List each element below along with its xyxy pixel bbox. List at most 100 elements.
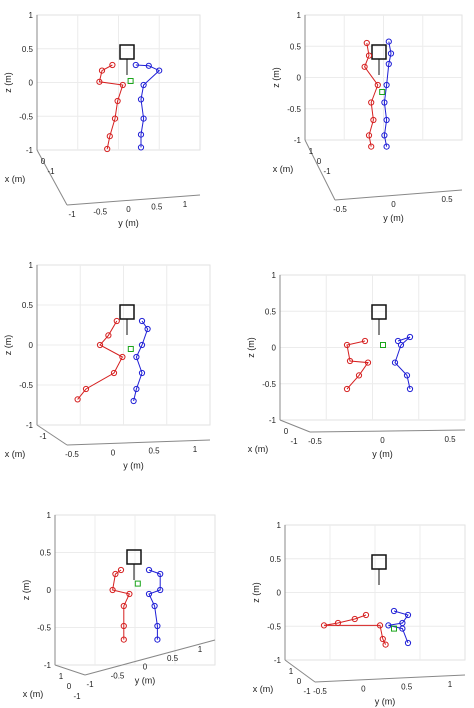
- joint-point: [383, 81, 390, 89]
- limb-line: [148, 569, 161, 640]
- joint-point: [82, 385, 90, 393]
- y-tick-label: 0: [126, 205, 131, 214]
- y-axis-line: [66, 194, 201, 206]
- joint-point: [376, 622, 384, 629]
- joint-point: [117, 566, 125, 574]
- joint-point: [154, 636, 161, 643]
- joint-point: [144, 325, 151, 333]
- x-axis-line: [304, 139, 336, 201]
- joint-point: [157, 586, 164, 594]
- z-tick-label: 0.5: [270, 555, 282, 564]
- joint-point: [98, 67, 106, 74]
- joint-point: [381, 99, 388, 106]
- x-tick-label: -1: [73, 692, 81, 701]
- y-tick-label: -0.5: [111, 671, 125, 680]
- x-axis-line: [279, 419, 311, 433]
- joint-point: [113, 317, 120, 325]
- z-axis-label: z (m): [271, 67, 281, 88]
- z-axis-label: z (m): [3, 335, 13, 356]
- limb-line: [346, 340, 369, 390]
- joint-point: [365, 52, 373, 59]
- joint-point: [109, 586, 116, 594]
- y-tick-label: 1: [448, 680, 453, 689]
- z-tick-label: 0.5: [290, 42, 302, 51]
- joint-point: [157, 570, 164, 578]
- z-tick-label: 0: [29, 341, 34, 350]
- joint-point: [132, 61, 139, 69]
- head-marker: [119, 44, 135, 60]
- subplot-6: 10.50-0.5-1-0.5 0 0.5 110-1z (m)y (m)x (m): [251, 521, 466, 707]
- y-tick-label: -1: [68, 210, 76, 219]
- x-axis-label: x (m): [23, 689, 44, 699]
- y-tick-label: 1: [193, 445, 198, 454]
- z-tick-label: 0.5: [40, 549, 52, 558]
- joint-point: [120, 636, 127, 643]
- joint-point: [368, 143, 375, 150]
- z-tick-label: -0.5: [287, 105, 301, 114]
- z-axis-label: z (m): [21, 580, 31, 601]
- y-tick-label: 0.5: [148, 447, 160, 456]
- y-tick-label: -0.5: [313, 687, 327, 696]
- joint-point: [127, 78, 134, 84]
- z-axis-label: z (m): [3, 72, 13, 93]
- y-axis-line: [84, 639, 216, 676]
- x-tick-label: 0: [317, 157, 322, 166]
- y-tick-label: 1: [198, 645, 203, 654]
- y-tick-label: 0: [143, 663, 148, 672]
- joint-point: [140, 81, 147, 89]
- joint-point: [343, 341, 351, 349]
- z-tick-label: 1: [29, 261, 34, 270]
- z-tick-label: 0.5: [22, 45, 34, 54]
- joint-point: [137, 131, 145, 138]
- head-marker: [119, 304, 135, 320]
- z-tick-label: 1: [29, 11, 34, 20]
- joint-point: [380, 342, 386, 348]
- y-tick-label: -0.5: [308, 437, 322, 446]
- z-tick-label: 0: [277, 589, 282, 598]
- joint-point: [403, 372, 411, 379]
- joint-point: [114, 97, 121, 105]
- y-axis-label: y (m): [135, 676, 156, 686]
- x-axis-label: x (m): [5, 449, 26, 459]
- joint-point: [391, 359, 399, 366]
- joint-point: [399, 625, 406, 632]
- joint-point: [134, 580, 141, 587]
- joint-point: [383, 116, 390, 124]
- joint-point: [406, 333, 414, 341]
- joint-point: [133, 353, 140, 361]
- x-tick-label: 0: [41, 157, 46, 166]
- z-tick-label: -1: [26, 146, 34, 155]
- x-axis-line: [36, 424, 68, 446]
- x-tick-label: 1: [309, 147, 314, 156]
- z-tick-label: -1: [274, 656, 282, 665]
- joint-point: [119, 353, 126, 361]
- joint-point: [361, 63, 368, 70]
- y-axis-label: y (m): [118, 218, 139, 228]
- joint-point: [343, 385, 351, 393]
- joint-point: [394, 337, 402, 345]
- y-tick-label: -0.5: [93, 208, 107, 217]
- joint-point: [96, 341, 104, 349]
- joint-point: [145, 566, 153, 574]
- joint-point: [111, 115, 119, 122]
- joint-point: [96, 78, 103, 85]
- limb-line: [323, 614, 387, 645]
- z-tick-label: -0.5: [19, 112, 33, 121]
- z-tick-label: 0: [47, 586, 52, 595]
- joint-point: [133, 385, 140, 393]
- y-axis-label: y (m): [123, 461, 144, 471]
- head-marker: [371, 554, 387, 570]
- z-tick-label: -1: [26, 421, 34, 430]
- joint-point: [137, 144, 145, 151]
- joint-point: [355, 372, 363, 379]
- joint-point: [365, 132, 373, 139]
- z-tick-label: 1: [297, 11, 302, 20]
- x-tick-label: 0: [297, 677, 302, 686]
- joint-point: [106, 133, 113, 140]
- limb-line: [112, 569, 131, 640]
- z-tick-label: -0.5: [262, 380, 276, 389]
- x-tick-label: -1: [323, 167, 331, 176]
- y-axis-line: [334, 189, 463, 201]
- limb-line: [98, 64, 124, 150]
